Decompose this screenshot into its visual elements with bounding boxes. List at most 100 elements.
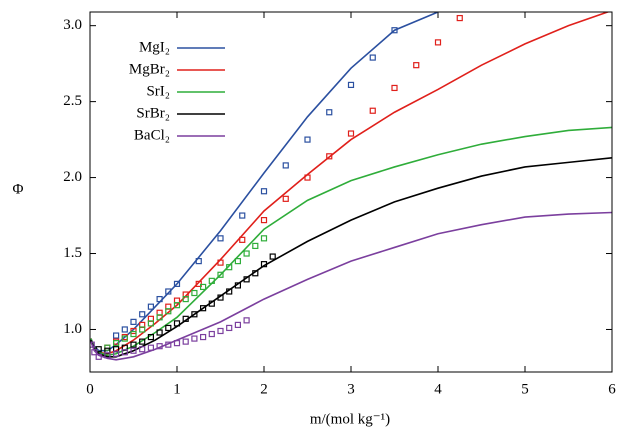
x-tick-label: 2 <box>260 381 268 397</box>
data-point <box>121 335 128 342</box>
data-point <box>191 311 198 318</box>
data-point <box>139 326 146 333</box>
plot-area <box>90 12 612 361</box>
data-point <box>173 320 181 327</box>
data-point <box>147 333 154 341</box>
data-point <box>217 271 224 278</box>
data-point <box>147 303 154 310</box>
data-point <box>139 338 146 345</box>
data-point <box>195 258 202 265</box>
data-point <box>260 217 268 224</box>
data-point <box>208 277 215 284</box>
data-point <box>130 341 137 348</box>
data-point <box>130 330 137 338</box>
data-point <box>130 347 137 354</box>
data-point <box>112 340 120 347</box>
data-point <box>208 330 215 338</box>
y-axis-label: Φ <box>13 181 24 197</box>
data-point <box>243 317 250 324</box>
data-point <box>182 295 189 303</box>
data-point <box>252 242 259 250</box>
x-tick-label: 1 <box>173 381 181 397</box>
data-point <box>326 109 333 116</box>
data-point <box>226 324 233 332</box>
data-point <box>217 327 224 335</box>
data-point <box>304 136 311 143</box>
data-point <box>347 130 355 137</box>
data-point <box>304 174 311 181</box>
data-point <box>260 188 268 195</box>
data-point <box>217 259 224 266</box>
data-point <box>269 253 276 260</box>
data-point <box>130 318 137 325</box>
data-point <box>182 315 189 322</box>
y-tick-label: 3.0 <box>63 17 82 33</box>
data-point <box>200 305 207 312</box>
x-axis-label: m/(mol kg⁻¹) <box>310 411 390 427</box>
data-point <box>226 264 233 271</box>
x-tick-label: 6 <box>608 381 616 397</box>
data-point <box>234 258 241 265</box>
data-point <box>234 321 241 329</box>
x-tick-label: 4 <box>434 381 442 397</box>
data-point <box>217 294 224 301</box>
theory-line <box>90 12 439 352</box>
data-point <box>156 329 163 336</box>
data-point <box>200 333 207 341</box>
data-point <box>413 62 420 69</box>
data-point <box>165 308 172 315</box>
data-point <box>243 276 250 283</box>
data-point <box>165 324 172 332</box>
x-tick-label: 0 <box>86 381 94 397</box>
data-point <box>282 195 289 202</box>
data-point <box>239 212 246 219</box>
data-point <box>239 236 246 243</box>
data-point <box>112 350 120 357</box>
data-point <box>165 341 172 348</box>
theory-line <box>90 126 612 357</box>
data-point <box>191 289 198 297</box>
x-tick-label: 5 <box>521 381 529 397</box>
legend-label: MgBr₂ <box>129 61 170 77</box>
data-point <box>173 280 181 287</box>
data-point <box>156 295 163 303</box>
data-point <box>326 153 333 160</box>
data-point <box>182 338 189 345</box>
data-point <box>391 84 398 92</box>
data-point <box>173 340 181 347</box>
legend-label: BaCl₂ <box>134 127 170 143</box>
data-point <box>139 346 146 353</box>
data-point <box>139 311 146 318</box>
plot-frame <box>89 11 613 373</box>
data-point <box>121 349 128 356</box>
data-point <box>112 332 120 339</box>
data-point <box>234 282 241 289</box>
data-point <box>104 352 111 359</box>
data-point <box>252 270 259 277</box>
data-point <box>226 288 233 295</box>
data-point <box>147 320 154 327</box>
legend-label: SrI₂ <box>146 83 170 99</box>
data-point <box>456 14 463 22</box>
data-point <box>369 54 376 61</box>
data-point <box>208 300 215 307</box>
data-point <box>165 288 172 295</box>
y-tick-label: 2.0 <box>63 169 82 185</box>
legend-label: SrBr₂ <box>136 105 170 121</box>
y-tick-label: 1.5 <box>63 245 82 261</box>
data-point <box>243 250 250 257</box>
data-point <box>434 39 442 46</box>
data-point <box>217 235 224 242</box>
y-tick-label: 2.5 <box>63 93 82 109</box>
data-point <box>200 283 207 291</box>
theory-line <box>90 157 612 358</box>
data-point <box>173 302 181 309</box>
data-point <box>121 326 128 333</box>
data-point <box>260 261 268 268</box>
legend-label: MgI₂ <box>139 39 170 55</box>
data-point <box>95 353 102 360</box>
data-point <box>391 27 398 34</box>
data-point <box>282 162 289 169</box>
theory-line <box>90 211 612 361</box>
